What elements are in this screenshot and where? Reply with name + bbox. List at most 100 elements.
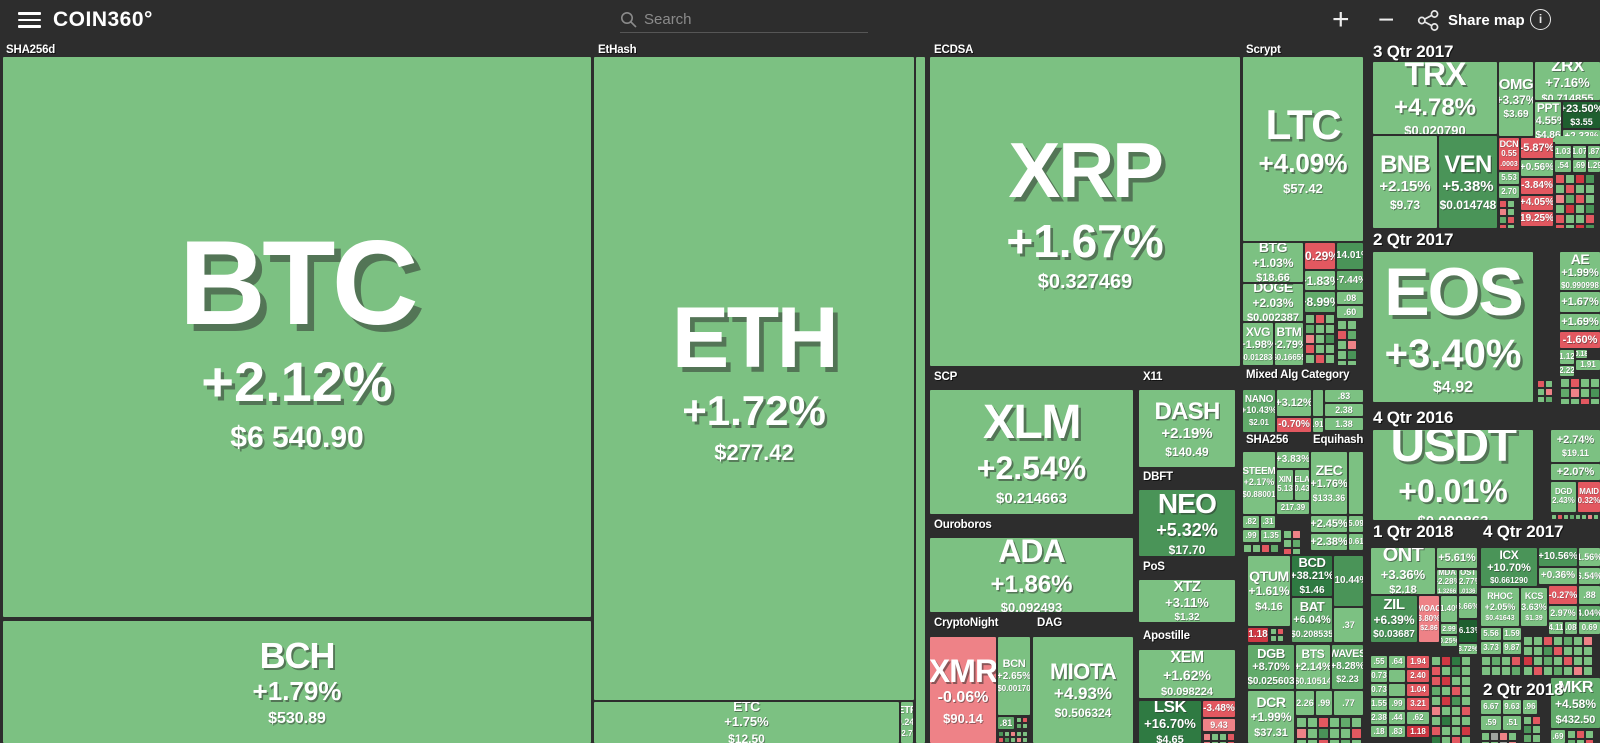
mosaic-cell[interactable] <box>1554 637 1562 645</box>
tile-6-54[interactable]: 6.54% <box>1579 568 1600 584</box>
mosaic-cell[interactable] <box>1558 515 1562 519</box>
mosaic-cell[interactable] <box>1228 734 1234 740</box>
mosaic-cell[interactable] <box>1566 195 1574 203</box>
tile-0-56[interactable]: +0.56% <box>1521 160 1553 176</box>
tile-1-07[interactable]: 1.07 <box>1573 146 1586 158</box>
tile-usdt[interactable]: USDT+0.01% $0.999863 <box>1373 430 1533 520</box>
mosaic-cell[interactable] <box>1284 549 1291 554</box>
tile-1-60[interactable]: -1.60% <box>1560 332 1600 348</box>
tile-91[interactable]: .91 <box>1313 418 1323 432</box>
tile-dgb[interactable]: DGB +8.70% $0.025603 <box>1248 645 1294 689</box>
mosaic-cell[interactable] <box>1502 667 1510 675</box>
tile-nano[interactable]: NANO +10.43% $2.01 <box>1243 390 1275 432</box>
tile-4-05[interactable]: +4.05% <box>1521 196 1553 210</box>
tile-mkr[interactable]: MKR +4.58% $432.50 <box>1551 678 1600 728</box>
mosaic-cell[interactable] <box>1574 657 1582 665</box>
tile-zec[interactable]: ZEC +1.76% $133.36 <box>1311 452 1347 514</box>
mosaic-cell[interactable] <box>1564 637 1572 645</box>
mosaic-cell[interactable] <box>1574 647 1582 655</box>
mosaic-cell[interactable] <box>1220 734 1226 740</box>
mosaic-cell[interactable] <box>1017 732 1021 736</box>
mosaic-cell[interactable] <box>1432 657 1440 665</box>
tile-2-38[interactable]: 2.38 <box>1371 712 1387 724</box>
tile-2-38[interactable]: 2.38 <box>1325 404 1363 416</box>
mosaic-cell[interactable] <box>1574 637 1582 645</box>
mosaic-cell[interactable] <box>1442 677 1450 685</box>
tile-bat[interactable]: BAT +6.04% $0.208535 <box>1292 598 1332 642</box>
tile-eth[interactable]: ETH +1.72% $277.42 <box>594 57 914 700</box>
tile-blank[interactable] <box>1389 670 1405 682</box>
mosaic-cell[interactable] <box>1262 545 1269 552</box>
tile-55[interactable]: .55 <box>1371 656 1387 668</box>
mosaic-cell[interactable] <box>1278 636 1283 641</box>
mosaic-cell[interactable] <box>1306 355 1314 363</box>
mosaic-cell[interactable] <box>1306 335 1314 343</box>
mosaic-cell[interactable] <box>1271 636 1276 641</box>
mosaic-cell[interactable] <box>1316 325 1324 333</box>
mosaic-cell[interactable] <box>1566 175 1574 183</box>
tile-69[interactable]: .69 <box>1551 730 1565 743</box>
tile-44[interactable]: .44 <box>1389 712 1405 724</box>
mosaic-cell[interactable] <box>1500 733 1507 740</box>
tile-62[interactable]: .62 <box>1407 712 1429 724</box>
tile-1-59[interactable]: 1.59 <box>1503 628 1521 640</box>
mosaic-cell[interactable] <box>1482 667 1490 675</box>
tile-ltc[interactable]: LTC +4.09% $57.42 <box>1243 57 1363 241</box>
mosaic-cell[interactable] <box>1582 515 1586 519</box>
mosaic-cell[interactable] <box>1512 657 1520 665</box>
mosaic-cell[interactable] <box>1348 341 1356 349</box>
mosaic-cell[interactable] <box>1293 531 1300 538</box>
tile-10-44[interactable]: +10.44% <box>1334 556 1363 606</box>
mosaic-cell[interactable] <box>1577 740 1584 743</box>
tile-2-38[interactable]: +2.38% <box>1311 534 1347 550</box>
mosaic-cell[interactable] <box>1566 205 1574 213</box>
mosaic-cell[interactable] <box>1586 731 1593 738</box>
mosaic-cell[interactable] <box>1544 647 1552 655</box>
mosaic-cell[interactable] <box>1564 515 1568 519</box>
mosaic-cell[interactable] <box>1538 381 1544 387</box>
mosaic-cell[interactable] <box>1319 740 1328 743</box>
tile-81[interactable]: .81 <box>998 717 1014 729</box>
tile-18[interactable]: .18 <box>1371 726 1387 737</box>
mosaic-cell[interactable] <box>1492 667 1500 675</box>
mosaic-cell[interactable] <box>1566 215 1574 223</box>
tile-96[interactable]: .96 <box>1523 700 1537 714</box>
mosaic-cell[interactable] <box>1284 531 1291 538</box>
tile-bch[interactable]: BCH +1.79% $530.89 <box>3 621 591 743</box>
tile-5-87[interactable]: -5.87% <box>1521 138 1553 158</box>
mosaic-cell[interactable] <box>1017 738 1021 742</box>
mosaic-cell[interactable] <box>1462 687 1470 695</box>
mosaic-cell[interactable] <box>1271 629 1276 634</box>
mosaic-cell[interactable] <box>1352 729 1361 738</box>
mosaic-cell[interactable] <box>1533 726 1540 733</box>
tile-ont[interactable]: ONT +3.36% $2.18 <box>1371 548 1435 594</box>
tile-xtz[interactable]: XTZ +3.11% $1.32 <box>1139 580 1235 622</box>
mosaic-cell[interactable] <box>1576 175 1584 183</box>
mosaic-cell[interactable] <box>1308 718 1317 727</box>
mosaic-cell[interactable] <box>1432 707 1440 715</box>
mosaic-cell[interactable] <box>1586 740 1593 743</box>
tile-ela[interactable]: ELA 0.43 <box>1295 470 1309 500</box>
tile-6-67[interactable]: 6.67 <box>1481 700 1501 714</box>
mosaic-cell[interactable] <box>1316 335 1324 343</box>
tile-blank[interactable] <box>1349 452 1363 514</box>
tile-14-01[interactable]: +14.01% <box>1337 243 1363 269</box>
tile-bnb[interactable]: BNB +2.15% $9.73 <box>1373 136 1437 228</box>
mosaic-cell[interactable] <box>1500 225 1506 228</box>
mosaic-cell[interactable] <box>1581 399 1589 404</box>
mosaic-cell[interactable] <box>1452 717 1460 725</box>
mosaic-cell[interactable] <box>1586 185 1594 193</box>
tile-51[interactable]: .51 <box>1503 716 1521 730</box>
mosaic-cell[interactable] <box>1011 738 1015 742</box>
mosaic-cell[interactable] <box>1533 735 1540 742</box>
tile-9-87[interactable]: 9.87 <box>1503 642 1521 654</box>
tile-7-44[interactable]: +7.44% <box>1337 271 1363 290</box>
mosaic-cell[interactable] <box>1271 545 1278 552</box>
tile-19-25[interactable]: 19.25% <box>1521 212 1553 226</box>
tile-miota[interactable]: MIOTA +4.93% $0.506324 <box>1033 637 1133 743</box>
mosaic-cell[interactable] <box>1576 185 1584 193</box>
mosaic-cell[interactable] <box>1330 740 1339 743</box>
mosaic-cell[interactable] <box>1316 345 1324 353</box>
mosaic-cell[interactable] <box>1554 657 1562 665</box>
mosaic-cell[interactable] <box>1584 657 1592 665</box>
